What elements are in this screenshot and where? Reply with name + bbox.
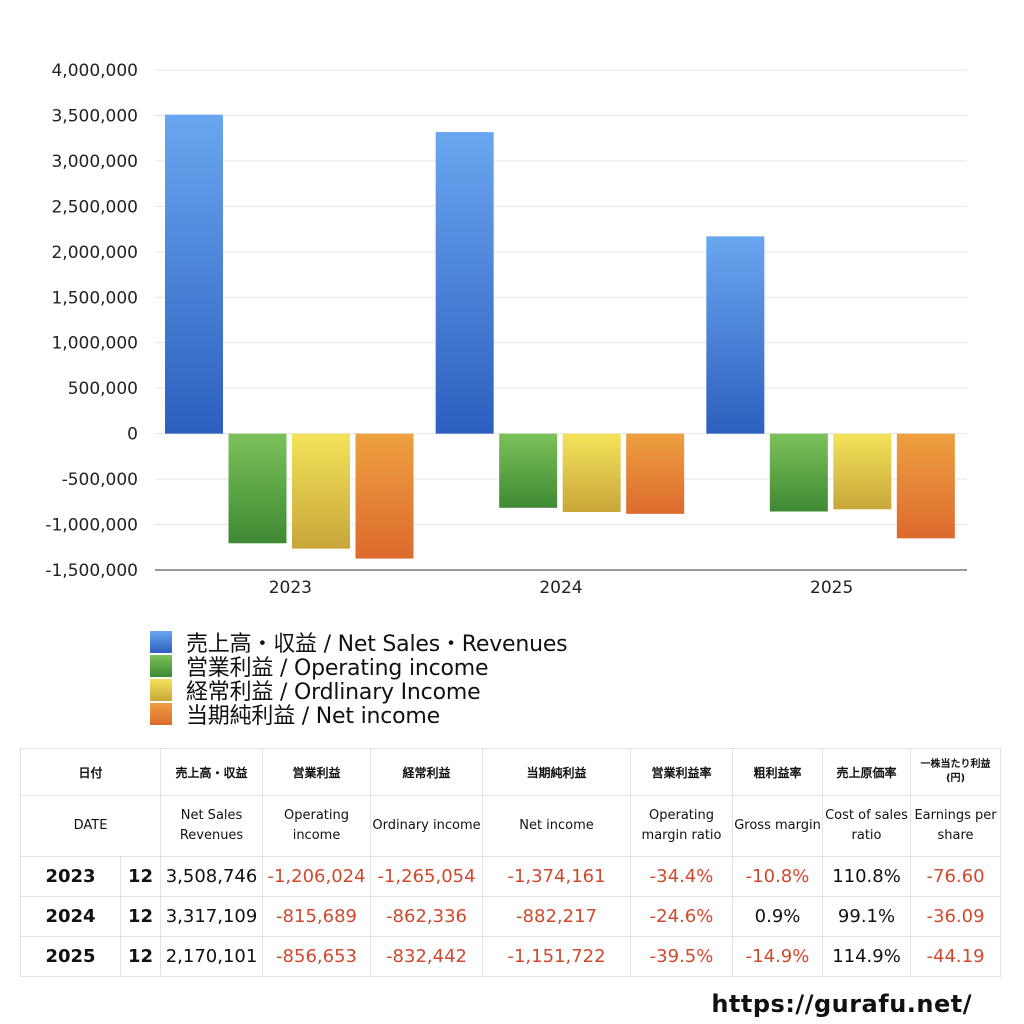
bar-2023-series-3 [355,433,414,559]
legend-item-net-sales: 売上高・収益 / Net Sales・Revenues [150,630,568,657]
header-cell: 経常利益 [370,748,484,796]
header-cell: 日付 [19,748,162,796]
bar-2023-series-1 [228,433,287,544]
y-tick-label: 1,500,000 [51,288,138,308]
operating-margin-cell: -39.5% [630,936,734,977]
table-row: 2025 12 2,170,101 -856,653 -832,442 -1,1… [20,936,1002,977]
y-tick-label: 2,500,000 [51,197,138,217]
ordinary-income-cell: -1,265,054 [370,856,484,897]
header-cell: 売上原価率 [822,748,912,796]
y-tick-label: 1,000,000 [51,334,138,354]
month-cell: 12 [119,896,162,937]
y-tick-label: -1,500,000 [45,561,138,581]
legend-swatch-net-sales [150,631,172,653]
year-cell: 2024 [20,896,121,937]
y-tick-label: -1,000,000 [45,516,138,536]
header-cell: 粗利益率 [732,748,824,796]
cost-ratio-cell: 110.8% [822,856,912,897]
bar-2024-series-1 [499,433,558,508]
gross-margin-cell: -14.9% [732,936,824,977]
sales-cell: 3,508,746 [160,856,264,897]
bar-2023-series-0 [165,114,223,434]
table-row: 2024 12 3,317,109 -815,689 -862,336 -882… [20,896,1002,937]
operating-income-cell: -815,689 [262,896,372,937]
sales-cell: 2,170,101 [160,936,264,977]
y-axis-ticks: 4,000,000 3,500,000 3,000,000 2,500,000 2,00… [45,61,138,581]
eps-cell: -76.60 [910,856,1002,897]
y-tick-label: 3,500,000 [51,106,138,126]
x-tick-label: 2025 [810,578,853,598]
net-income-cell: -882,217 [482,896,632,937]
net-income-cell: -1,151,722 [482,936,632,977]
legend-swatch-operating-income [150,655,172,677]
header-cell: Gross margin [732,795,824,857]
cost-ratio-cell: 99.1% [822,896,912,937]
bar-2024-series-2 [562,433,621,513]
header-cell: 一株当たり利益(円) [910,748,1002,796]
y-tick-label: 3,000,000 [51,152,138,172]
bar-chart: 4,000,000 3,500,000 3,000,000 2,500,000 2,00… [45,61,967,598]
header-cell: 営業利益率 [630,748,734,796]
header-cell: Net income [482,795,632,857]
cost-ratio-cell: 114.9% [822,936,912,977]
legend-item-operating-income: 営業利益 / Operating income [150,654,567,681]
x-axis-ticks: 2023 2024 2025 [269,578,854,598]
header-row-en: DATE Net Sales Revenues Operating income… [19,795,1002,857]
bar-2024-series-0 [435,132,494,434]
financial-table: 日付 売上高・収益 営業利益 経常利益 当期純利益 営業利益率 粗利益率 売上原… [19,748,1002,977]
header-cell: Operating income [262,795,372,857]
y-tick-label: 500,000 [68,379,138,399]
bar-2023-series-2 [292,433,350,549]
bar-2025-series-1 [769,433,828,512]
operating-income-cell: -856,653 [262,936,372,977]
month-cell: 12 [119,936,162,977]
month-cell: 12 [119,856,162,897]
legend: 売上高・収益 / Net Sales・Revenues 営業利益 / Opera… [150,630,568,729]
header-cell: Ordinary income [370,795,484,857]
legend-label: 売上高・収益 / Net Sales・Revenues [186,632,568,657]
gross-margin-cell: -10.8% [732,856,824,897]
sales-cell: 3,317,109 [160,896,264,937]
bar-2025-series-0 [706,236,765,434]
y-tick-label: 0 [127,425,138,445]
header-cell: Operating margin ratio [630,795,734,857]
header-cell: Cost of sales ratio [822,795,912,857]
table-row: 2023 12 3,508,746 -1,206,024 -1,265,054 … [20,856,1002,897]
legend-item-net-income: 当期純利益 / Net income [150,702,567,729]
y-tick-label: 2,000,000 [51,243,138,263]
ordinary-income-cell: -862,336 [370,896,484,937]
ordinary-income-cell: -832,442 [370,936,484,977]
legend-label: 営業利益 / Operating income [186,656,489,681]
header-cell: Earnings per share [910,795,1002,857]
bar-2025-series-3 [896,433,955,539]
gross-margin-cell: 0.9% [732,896,824,937]
operating-income-cell: -1,206,024 [262,856,372,897]
eps-cell: -36.09 [910,896,1002,937]
header-cell: 売上高・収益 [160,748,264,796]
bars [165,114,955,559]
operating-margin-cell: -34.4% [630,856,734,897]
site-url[interactable]: https://gurafu.net/ [711,990,972,1018]
legend-label: 経常利益 / Ordlinary Income [186,680,481,705]
header-row-jp: 日付 売上高・収益 営業利益 経常利益 当期純利益 営業利益率 粗利益率 売上原… [19,748,1002,796]
header-cell: 営業利益 [262,748,372,796]
bar-2025-series-2 [833,433,892,510]
bar-2024-series-3 [626,433,685,514]
legend-swatch-ordinary-income [150,679,172,701]
legend-item-ordinary-income: 経常利益 / Ordlinary Income [150,678,567,705]
y-tick-label: 4,000,000 [51,61,138,81]
header-cell: DATE [19,795,162,857]
header-cell: Net Sales Revenues [160,795,264,857]
eps-cell: -44.19 [910,936,1002,977]
x-tick-label: 2024 [539,578,582,598]
y-tick-label: -500,000 [62,470,138,490]
legend-label: 当期純利益 / Net income [186,704,440,729]
net-income-cell: -1,374,161 [482,856,632,897]
year-cell: 2023 [20,856,121,897]
legend-swatch-net-income [150,703,172,725]
operating-margin-cell: -24.6% [630,896,734,937]
year-cell: 2025 [20,936,121,977]
header-cell: 当期純利益 [482,748,632,796]
x-tick-label: 2023 [269,578,312,598]
